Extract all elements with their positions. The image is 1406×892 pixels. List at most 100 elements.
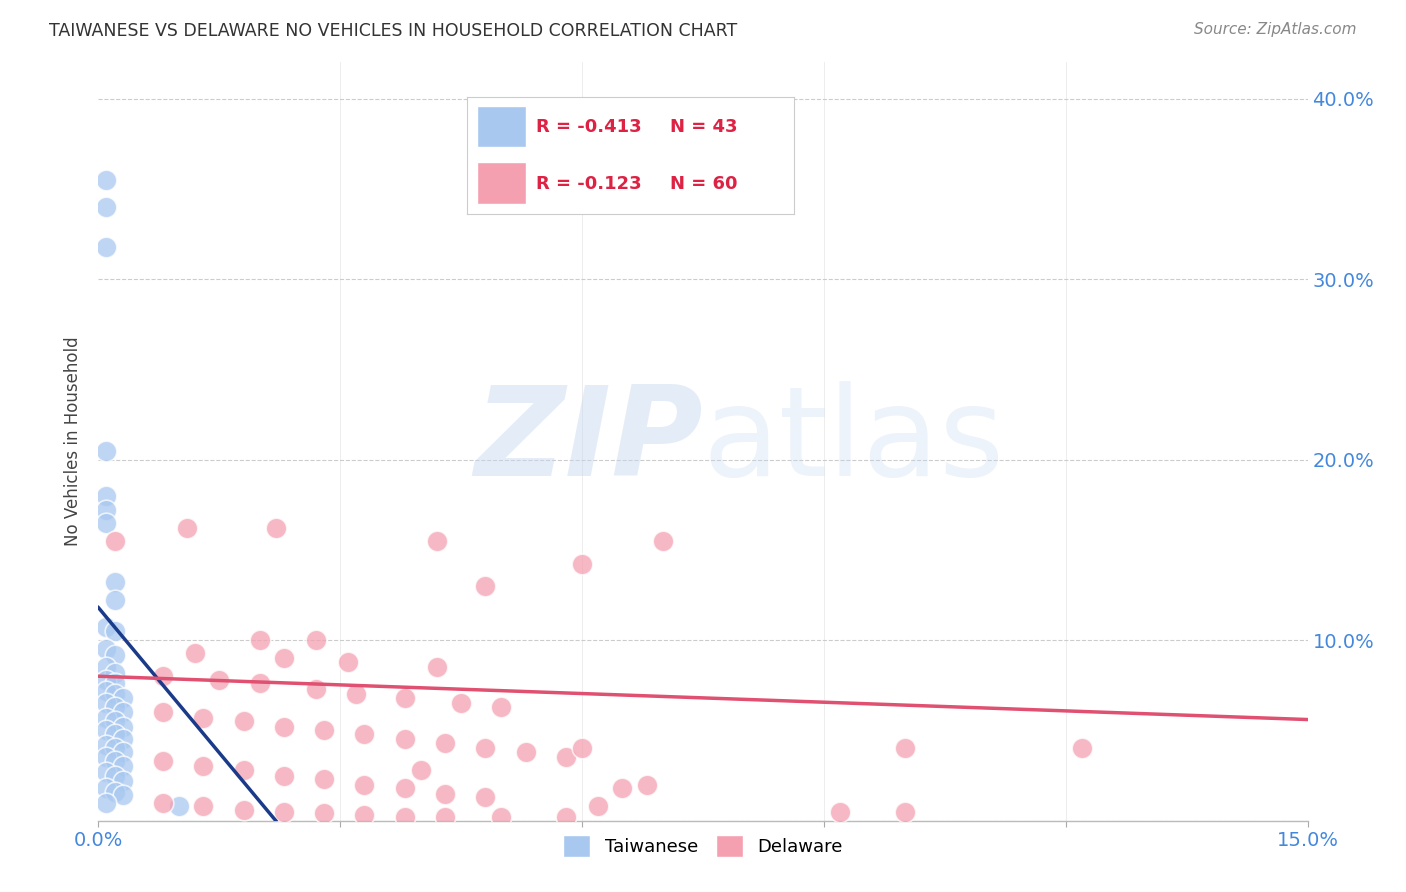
Point xyxy=(111,706,134,720)
Text: Source: ZipAtlas.com: Source: ZipAtlas.com xyxy=(1194,22,1357,37)
Point xyxy=(651,533,673,548)
Point xyxy=(111,745,134,759)
Point xyxy=(103,785,125,799)
Point xyxy=(273,805,295,819)
Point xyxy=(409,763,432,777)
Point xyxy=(103,754,125,768)
Point xyxy=(434,810,457,824)
Point xyxy=(434,787,457,801)
Point xyxy=(103,665,125,680)
Point xyxy=(273,651,295,665)
Point xyxy=(314,723,336,738)
Point xyxy=(111,789,134,803)
Point xyxy=(111,773,134,788)
Point xyxy=(450,696,472,710)
Point xyxy=(353,808,375,822)
Point xyxy=(152,706,174,720)
Point xyxy=(515,745,537,759)
Point xyxy=(344,687,367,701)
Point xyxy=(426,660,449,674)
Point xyxy=(828,805,851,819)
Point xyxy=(96,660,118,674)
Point xyxy=(264,521,287,535)
Point xyxy=(491,810,513,824)
Point xyxy=(394,690,416,705)
Text: TAIWANESE VS DELAWARE NO VEHICLES IN HOUSEHOLD CORRELATION CHART: TAIWANESE VS DELAWARE NO VEHICLES IN HOU… xyxy=(49,22,738,40)
Point xyxy=(394,781,416,796)
Point xyxy=(152,796,174,810)
Point xyxy=(111,732,134,747)
Point xyxy=(353,778,375,792)
Point xyxy=(193,799,215,814)
Point xyxy=(555,750,578,764)
Point xyxy=(103,714,125,729)
Point xyxy=(394,810,416,824)
Point xyxy=(96,738,118,752)
Point xyxy=(1070,741,1092,756)
Point xyxy=(893,741,915,756)
Point xyxy=(249,633,271,648)
Point xyxy=(96,723,118,738)
Point xyxy=(103,676,125,690)
Point xyxy=(474,790,496,805)
Y-axis label: No Vehicles in Household: No Vehicles in Household xyxy=(65,336,83,547)
Point xyxy=(337,655,360,669)
Point xyxy=(176,521,198,535)
Point xyxy=(96,516,118,530)
Point xyxy=(96,683,118,698)
Point xyxy=(103,648,125,662)
Point xyxy=(314,772,336,786)
Point xyxy=(394,732,416,747)
Point xyxy=(474,579,496,593)
Point xyxy=(103,624,125,639)
Point xyxy=(193,711,215,725)
Point xyxy=(96,796,118,810)
Point xyxy=(232,763,254,777)
Point xyxy=(103,533,125,548)
Point xyxy=(474,741,496,756)
Point xyxy=(103,741,125,756)
Point xyxy=(96,711,118,725)
Point xyxy=(96,750,118,764)
Point xyxy=(232,803,254,817)
Point xyxy=(249,676,271,690)
Text: atlas: atlas xyxy=(703,381,1005,502)
Point xyxy=(305,633,328,648)
Point xyxy=(103,768,125,782)
Point xyxy=(103,727,125,741)
Point xyxy=(434,736,457,750)
Point xyxy=(491,699,513,714)
Point xyxy=(152,754,174,768)
Point xyxy=(612,781,634,796)
Point xyxy=(103,593,125,607)
Legend: Taiwanese, Delaware: Taiwanese, Delaware xyxy=(555,828,851,864)
Point xyxy=(184,646,207,660)
Point xyxy=(96,173,118,187)
Text: ZIP: ZIP xyxy=(474,381,703,502)
Point xyxy=(96,239,118,253)
Point xyxy=(103,687,125,701)
Point xyxy=(111,690,134,705)
Point xyxy=(111,759,134,773)
Point xyxy=(96,200,118,214)
Point xyxy=(314,806,336,821)
Point xyxy=(96,489,118,503)
Point xyxy=(96,764,118,779)
Point xyxy=(96,503,118,517)
Point xyxy=(96,620,118,634)
Point xyxy=(167,799,190,814)
Point xyxy=(426,533,449,548)
Point xyxy=(232,714,254,729)
Point xyxy=(96,642,118,657)
Point xyxy=(111,720,134,734)
Point xyxy=(353,727,375,741)
Point xyxy=(893,805,915,819)
Point xyxy=(273,720,295,734)
Point xyxy=(152,669,174,683)
Point xyxy=(273,768,295,782)
Point xyxy=(103,699,125,714)
Point xyxy=(103,575,125,590)
Point xyxy=(586,799,609,814)
Point xyxy=(96,781,118,796)
Point xyxy=(555,810,578,824)
